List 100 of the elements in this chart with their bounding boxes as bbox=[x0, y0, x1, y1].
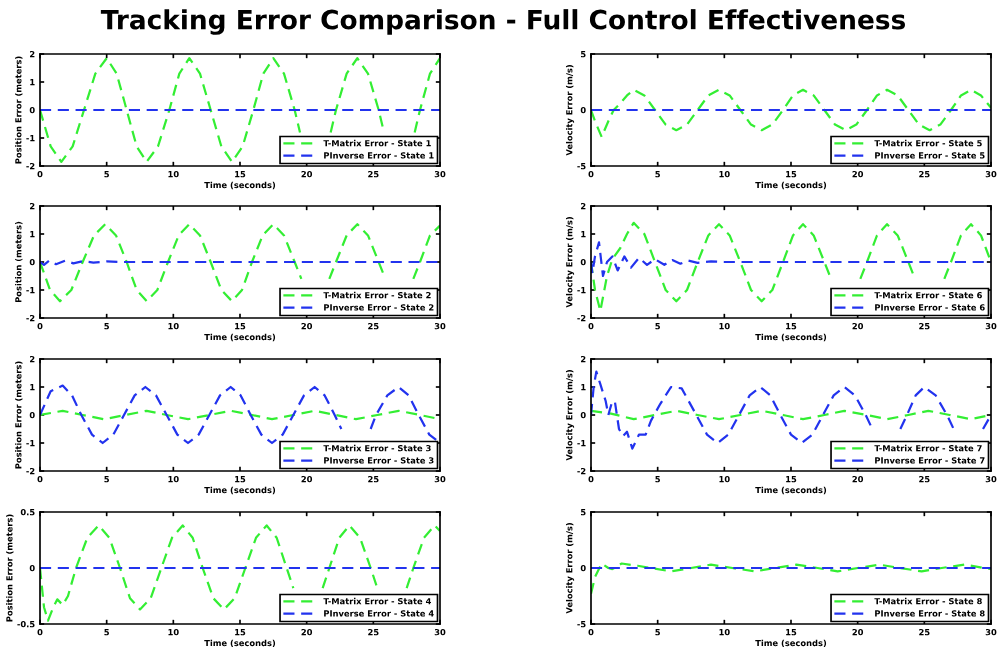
x-tick-label: 15 bbox=[235, 476, 246, 483]
x-tick-label: 5 bbox=[104, 476, 109, 483]
x-tick-label: 30 bbox=[434, 629, 446, 636]
legend-label: PInverse Error - State 6 bbox=[875, 304, 985, 311]
x-axis-title: Time (seconds) bbox=[204, 333, 276, 342]
y-tick-label: 1 bbox=[30, 231, 35, 238]
x-tick-label: 25 bbox=[919, 476, 930, 483]
y-tick-label: 0 bbox=[29, 258, 35, 266]
legend-label: T-Matrix Error - State 3 bbox=[323, 444, 431, 452]
y-tick-label: 1 bbox=[30, 79, 35, 86]
x-axis-title: Time (seconds) bbox=[204, 181, 276, 190]
y-tick-label: -2 bbox=[26, 162, 35, 170]
x-tick-label: 15 bbox=[786, 629, 797, 636]
y-tick-label: -2 bbox=[577, 314, 586, 322]
y-tick-label: 2 bbox=[30, 50, 35, 58]
x-tick-label: 25 bbox=[368, 171, 379, 178]
x-tick-label: 0 bbox=[37, 476, 43, 483]
y-tick-label: -2 bbox=[577, 467, 586, 475]
x-tick-label: 15 bbox=[786, 171, 797, 178]
y-axis-title: Velocity Error (m/s) bbox=[565, 523, 575, 614]
y-tick-label: 1 bbox=[581, 231, 586, 238]
y-tick-label: 1 bbox=[581, 384, 586, 391]
legend-label: PInverse Error - State 7 bbox=[875, 457, 985, 464]
y-tick-label: -1 bbox=[577, 287, 586, 294]
y-axis-title: Velocity Error (m/s) bbox=[565, 65, 575, 156]
y-axis-title: Position (meters) bbox=[15, 221, 23, 303]
y-tick-label: 2 bbox=[581, 355, 586, 363]
x-tick-label: 20 bbox=[852, 323, 864, 330]
x-tick-label: 20 bbox=[852, 629, 864, 636]
x-tick-label: 30 bbox=[434, 171, 446, 178]
legend-label: T-Matrix Error - State 5 bbox=[874, 139, 982, 147]
x-tick-label: 20 bbox=[301, 323, 313, 330]
y-tick-label: 0 bbox=[29, 411, 35, 419]
x-tick-label: 0 bbox=[588, 629, 594, 636]
y-tick-label: 0 bbox=[29, 106, 35, 114]
x-tick-label: 0 bbox=[37, 171, 43, 178]
legend-label: T-Matrix Error - State 2 bbox=[323, 291, 431, 299]
y-tick-label: -5 bbox=[577, 621, 586, 628]
x-tick-label: 25 bbox=[919, 323, 930, 330]
legend-label: PInverse Error - State 4 bbox=[324, 610, 434, 617]
x-tick-label: 10 bbox=[168, 323, 179, 330]
x-axis-title: Time (seconds) bbox=[755, 181, 827, 190]
x-axis-title: Time (seconds) bbox=[755, 486, 827, 495]
y-tick-label: -1 bbox=[26, 287, 35, 294]
legend-label: T-Matrix Error - State 1 bbox=[323, 139, 431, 147]
x-tick-label: 5 bbox=[104, 323, 109, 330]
x-tick-label: 20 bbox=[301, 476, 313, 483]
y-axis-title: Position Error (meters) bbox=[15, 56, 23, 164]
x-tick-label: 15 bbox=[235, 629, 246, 636]
y-tick-label: 5 bbox=[580, 51, 586, 58]
x-tick-label: 10 bbox=[168, 476, 179, 483]
x-tick-label: 30 bbox=[985, 323, 997, 330]
x-tick-label: 25 bbox=[919, 629, 930, 636]
x-tick-label: 5 bbox=[655, 171, 660, 178]
legend-label: PInverse Error - State 2 bbox=[324, 304, 434, 311]
x-tick-label: 25 bbox=[919, 171, 930, 178]
x-tick-label: 25 bbox=[368, 476, 379, 483]
x-tick-label: 15 bbox=[235, 171, 246, 178]
y-tick-label: 2 bbox=[581, 202, 586, 210]
x-axis-title: Time (seconds) bbox=[755, 639, 827, 647]
line-series bbox=[591, 562, 991, 595]
x-axis-title: Time (seconds) bbox=[755, 333, 827, 342]
text: Tracking Error Comparison - Full Control Effectiveness bbox=[100, 9, 906, 35]
x-axis-title: Time (seconds) bbox=[204, 639, 276, 647]
y-tick-label: 5 bbox=[580, 509, 586, 516]
y-tick-label: 1 bbox=[30, 384, 35, 391]
x-tick-label: 15 bbox=[786, 323, 797, 330]
x-tick-label: 0 bbox=[37, 629, 43, 636]
x-tick-label: 20 bbox=[301, 171, 313, 178]
y-axis-title: Velocity Error (m/s) bbox=[565, 370, 575, 461]
x-tick-label: 15 bbox=[786, 476, 797, 483]
x-tick-label: 30 bbox=[434, 323, 446, 330]
y-tick-label: 0 bbox=[29, 564, 35, 572]
y-tick-label: 2 bbox=[30, 202, 35, 210]
x-tick-label: 30 bbox=[985, 476, 997, 483]
x-axis-title: Time (seconds) bbox=[204, 486, 276, 495]
x-tick-label: 10 bbox=[168, 171, 179, 178]
legend-label: PInverse Error - State 8 bbox=[875, 610, 985, 617]
y-tick-label: -2 bbox=[26, 467, 35, 475]
x-tick-label: 25 bbox=[368, 323, 379, 330]
x-tick-label: 25 bbox=[368, 629, 379, 636]
y-tick-label: -2 bbox=[26, 314, 35, 322]
legend-label: T-Matrix Error - State 7 bbox=[874, 444, 982, 452]
y-axis-title: Velocity Error (m/s) bbox=[565, 217, 575, 308]
y-tick-label: 0.5 bbox=[20, 508, 35, 516]
x-tick-label: 0 bbox=[588, 476, 594, 483]
y-tick-label: -0.5 bbox=[17, 620, 35, 628]
x-tick-label: 5 bbox=[655, 323, 660, 330]
legend-label: PInverse Error - State 3 bbox=[324, 457, 434, 464]
x-tick-label: 20 bbox=[852, 171, 864, 178]
y-axis-title: Position Error (meters) bbox=[6, 514, 14, 622]
x-tick-label: 5 bbox=[104, 171, 109, 178]
x-tick-label: 20 bbox=[301, 629, 313, 636]
y-tick-label: 0 bbox=[580, 106, 586, 114]
x-tick-label: 10 bbox=[719, 171, 730, 178]
x-tick-label: 10 bbox=[168, 629, 179, 636]
legend-label: T-Matrix Error - State 8 bbox=[874, 597, 982, 605]
legend-label: T-Matrix Error - State 4 bbox=[323, 597, 431, 605]
legend-label: PInverse Error - State 5 bbox=[875, 152, 985, 159]
x-tick-label: 10 bbox=[719, 323, 730, 330]
